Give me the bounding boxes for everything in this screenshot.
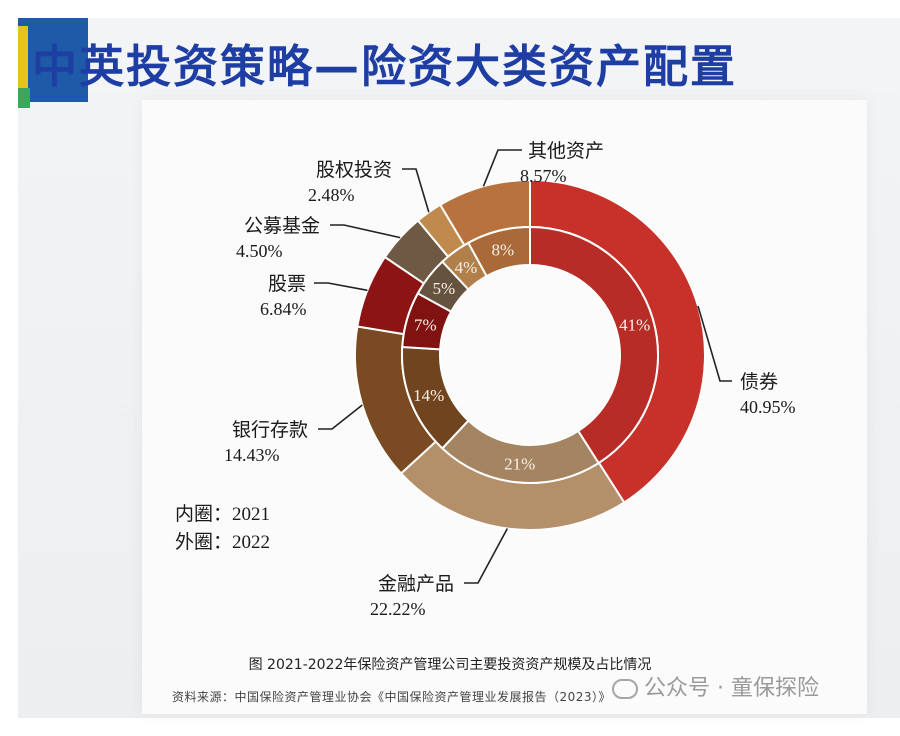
inner-slice-label-2: 14% — [413, 386, 444, 405]
legend-outer: 外圈：2022 — [175, 531, 270, 553]
category-label-1: 金融产品 — [378, 573, 454, 595]
category-label-2: 银行存款 — [232, 419, 308, 441]
value-label-5: 2.48% — [308, 185, 355, 205]
legend-inner: 内圈：2021 — [175, 503, 270, 525]
inner-slice-label-3: 7% — [414, 316, 437, 335]
leader-1 — [464, 528, 509, 584]
brand-accent-green — [18, 88, 30, 108]
category-label-3: 股票 — [268, 274, 306, 295]
category-label-0: 债券 — [740, 371, 778, 393]
value-label-3: 6.84% — [260, 299, 307, 319]
watermark: 公众号 · 童保探险 — [612, 670, 819, 702]
wechat-icon — [612, 679, 638, 699]
leader-0 — [697, 305, 732, 382]
category-label-4: 公募基金 — [244, 215, 320, 237]
inner-slice-label-4: 5% — [433, 279, 456, 298]
leader-6 — [482, 149, 522, 187]
inner-slice-label-0: 41% — [619, 316, 650, 335]
category-label-6: 其他资产 — [528, 140, 604, 162]
outer-ring-2022 — [354, 178, 706, 531]
leader-4 — [330, 224, 401, 239]
value-label-4: 4.50% — [236, 241, 283, 261]
slide-title: 中英投资策略—险资大类资产配置 — [32, 40, 738, 93]
inner-slice-label-6: 8% — [492, 240, 515, 259]
category-label-5: 股权投资 — [316, 159, 392, 181]
figure-caption: 图 2021-2022年保险资产管理公司主要投资资产规模及占比情况 — [248, 657, 652, 673]
leader-5 — [402, 168, 430, 213]
inner-slice-6 — [466, 225, 531, 278]
inner-slice-label-1: 21% — [504, 455, 535, 474]
brand-accent-yellow — [18, 26, 28, 90]
inner-ring-2021 — [401, 225, 659, 484]
leader-3 — [314, 282, 368, 292]
figure-source: 资料来源：中国保险资产管理业协会《中国保险资产管理业发展报告（2023）》 — [172, 690, 612, 704]
leader-lines — [314, 149, 732, 584]
category-labels: 41% 21% 14% 7% 5% 4% 8% 债券 40.95% 金融产品 22.22% 银行存款 1… — [224, 140, 796, 619]
leader-2 — [318, 404, 363, 430]
inner-slice-label-5: 4% — [455, 258, 478, 277]
value-label-1: 22.22% — [370, 599, 426, 619]
inner-slice-0 — [529, 225, 659, 465]
value-label-6: 8.57% — [520, 166, 567, 186]
value-label-0: 40.95% — [740, 397, 796, 417]
watermark-text: 公众号 · 童保探险 — [644, 676, 819, 701]
value-label-2: 14.43% — [224, 445, 280, 465]
